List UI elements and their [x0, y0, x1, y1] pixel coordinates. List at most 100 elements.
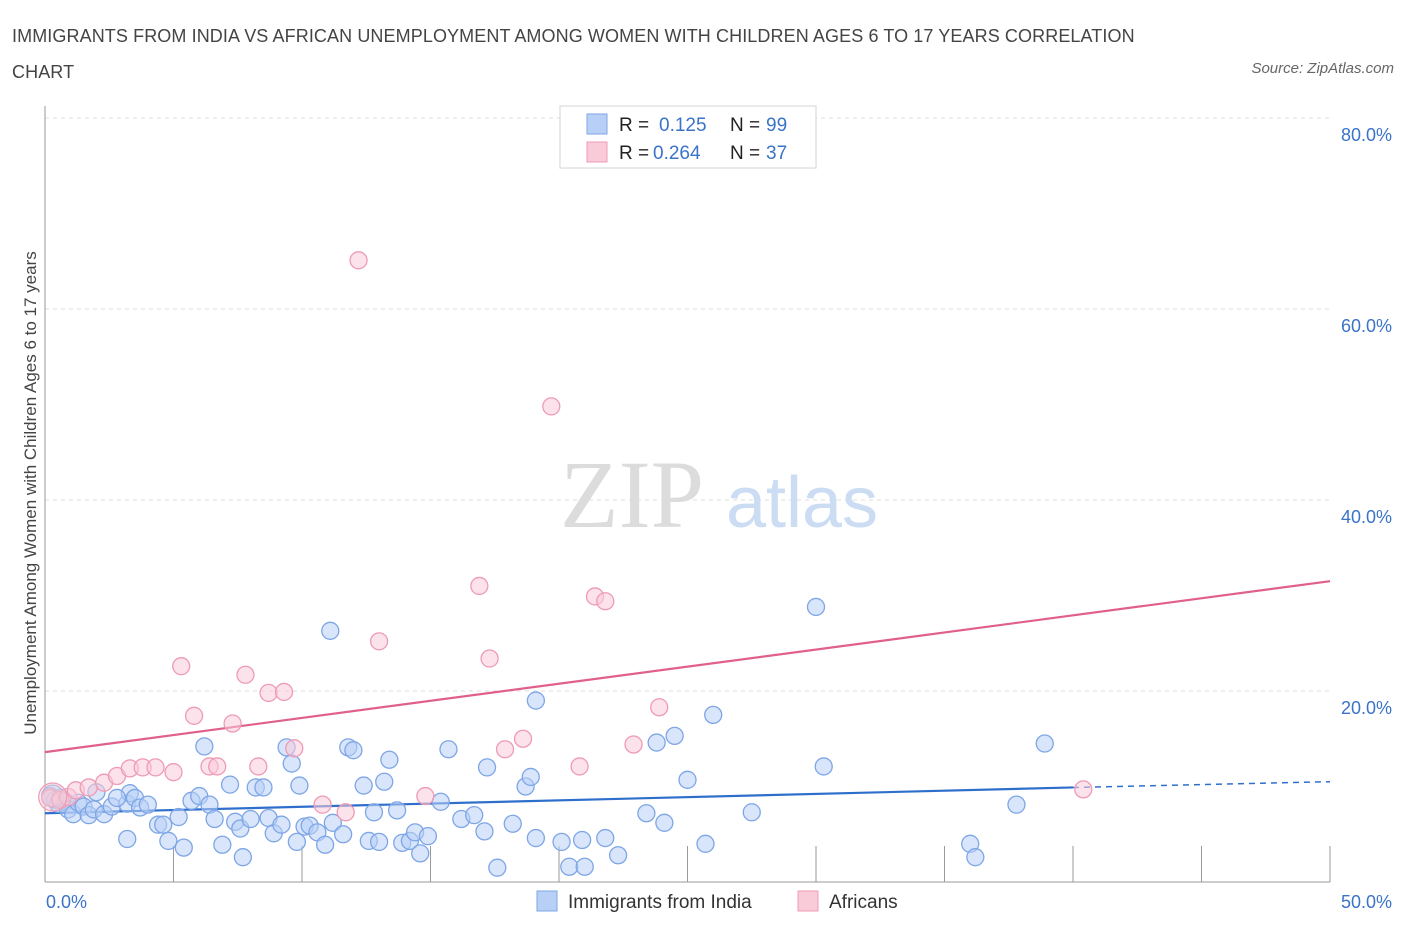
india-point-27	[195, 737, 214, 756]
india-point-67	[439, 740, 458, 759]
india-point-66	[431, 792, 450, 811]
india-point-44	[290, 776, 309, 795]
africans-point-30	[542, 397, 561, 416]
africans-point-12	[184, 706, 204, 725]
legend-n-value-2: 37	[766, 143, 787, 164]
india-point-65	[418, 827, 438, 846]
africans-point-29	[513, 729, 533, 748]
africans-point-17	[249, 757, 268, 776]
bottom-legend-swatch-blue	[536, 890, 558, 912]
india-point-30	[213, 835, 232, 854]
india-point-24	[174, 838, 193, 857]
india-point-40	[272, 815, 291, 834]
india-point-96	[1007, 795, 1026, 814]
india-point-89	[696, 834, 715, 853]
india-point-50	[321, 621, 340, 640]
y-tick-label-2: 60.0%	[1341, 316, 1392, 336]
bottom-legend-label-africans: Africans	[829, 892, 898, 913]
india-point-35	[241, 809, 260, 829]
africans-point-14	[208, 757, 227, 776]
africans-point-23	[349, 251, 368, 270]
bottom-legend-label-india: Immigrants from India	[568, 892, 752, 913]
india-point-79	[560, 857, 579, 876]
india-point-75	[521, 767, 540, 787]
india-point-51	[333, 825, 353, 844]
africans-point-22	[336, 803, 355, 822]
india-point-70	[475, 822, 494, 841]
india-point-71	[477, 758, 497, 777]
legend-box: R = 0.125 N = 99 R = 0.264 N = 37	[559, 105, 817, 169]
india-point-49	[323, 813, 342, 832]
chart-title: IMMIGRANTS FROM INDIA VS AFRICAN UNEMPLO…	[12, 26, 1135, 82]
india-point-76	[526, 828, 546, 848]
legend-r-value-1: 0.125	[659, 115, 707, 136]
y-axis-label: Unemployment Among Women with Children A…	[21, 251, 40, 735]
series-africans	[38, 251, 1093, 822]
legend-n-label-1: N =	[730, 115, 760, 136]
legend-r-value-2: 0.264	[653, 143, 701, 164]
legend-swatch-pink	[586, 141, 608, 163]
africans-point-33	[596, 592, 615, 611]
india-point-69	[465, 806, 484, 825]
india-point-42	[282, 754, 301, 773]
watermark-atlas: atlas	[726, 463, 878, 543]
africans-point-26	[470, 576, 489, 596]
india-point-93	[814, 757, 833, 776]
india-point-37	[254, 778, 273, 797]
africans-cluster-marker	[38, 782, 68, 812]
india-point-91	[742, 803, 761, 822]
trendline-africans	[44, 580, 1331, 754]
india-point-90	[704, 705, 723, 725]
africans-point-20	[285, 739, 304, 758]
africans-point-11	[172, 657, 191, 676]
x-tick-label-0: 0.0%	[46, 892, 87, 912]
africans-point-25	[416, 786, 435, 806]
india-point-64	[411, 844, 430, 863]
india-point-34	[233, 848, 253, 867]
africans-point-15	[223, 714, 242, 733]
africans-point-27	[480, 649, 499, 668]
africans-point-36	[1074, 780, 1093, 799]
india-point-21	[154, 815, 173, 834]
india-point-73	[503, 814, 522, 833]
trendline-immigrants-from-india-extension	[1072, 780, 1331, 789]
y-tick-label-3: 80.0%	[1341, 125, 1392, 145]
india-point-22	[159, 831, 178, 851]
india-point-98	[107, 788, 127, 808]
africans-point-21	[313, 795, 332, 814]
india-point-87	[655, 813, 674, 832]
india-point-92	[806, 597, 826, 617]
india-point-31	[220, 775, 240, 794]
india-point-86	[665, 726, 684, 746]
africans-point-18	[259, 683, 278, 703]
africans-point-4	[79, 778, 98, 797]
legend-n-label-2: N =	[730, 143, 760, 164]
series-immigrants-from-india	[40, 597, 1054, 877]
india-point-81	[575, 857, 594, 876]
india-point-78	[552, 832, 571, 852]
y-tick-label-1: 40.0%	[1341, 507, 1392, 527]
legend-n-value-1: 99	[766, 115, 787, 136]
india-point-95	[966, 848, 985, 867]
africans-point-35	[650, 698, 669, 717]
grid-lines	[45, 117, 1330, 692]
india-point-80	[572, 830, 592, 850]
x-tick-label-1: 50.0%	[1341, 892, 1392, 912]
africans-point-16	[236, 665, 255, 684]
india-point-72	[488, 858, 507, 877]
africans-point-10	[164, 763, 183, 782]
watermark-zip: ZIP	[560, 441, 704, 548]
india-point-97	[1035, 734, 1054, 753]
india-point-48	[315, 835, 335, 854]
legend-swatch-blue	[586, 113, 608, 135]
india-point-53	[344, 741, 363, 760]
india-point-18	[138, 795, 157, 814]
india-point-82	[596, 828, 615, 848]
africans-point-24	[369, 632, 389, 651]
india-point-43	[287, 832, 307, 852]
india-point-85	[647, 733, 666, 752]
india-point-59	[380, 750, 399, 769]
india-point-19	[118, 829, 137, 849]
india-point-77	[526, 691, 546, 710]
